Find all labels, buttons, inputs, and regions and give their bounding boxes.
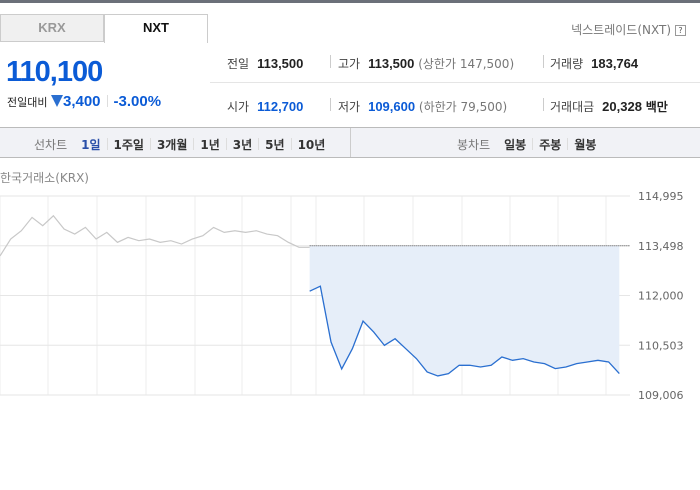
y-tick-label: 113,498 [638, 240, 684, 253]
change-percent: -3.00% [113, 93, 162, 110]
stat-volume: 거래량 183,764 [550, 56, 639, 71]
line-chart-tab-3[interactable]: 1년 [200, 138, 220, 152]
y-tick-label: 109,006 [638, 389, 684, 400]
candle-chart-tabs: 봉차트 일봉 주봉 월봉 [457, 138, 597, 152]
change-label: 전일대비 [7, 96, 48, 109]
change-value: 3,400 [62, 93, 101, 110]
nxt-area-fill [309, 245, 620, 376]
exchange-name: 넥스트레이드(NXT) [571, 23, 671, 37]
candle-chart-tab-1[interactable]: 주봉 [539, 138, 562, 152]
tab-nxt[interactable]: NXT [104, 14, 208, 43]
price-change: 전일대비 3,400 -3.00% [7, 93, 161, 110]
help-icon[interactable]: ? [675, 25, 686, 36]
y-tick-label: 110,503 [638, 339, 684, 352]
line-chart-tab-6[interactable]: 10년 [297, 138, 326, 152]
line-chart-tab-0[interactable]: 1일 [81, 138, 101, 152]
line-chart-tab-5[interactable]: 5년 [265, 138, 285, 152]
chart-tabs: 선차트 1일 1주일 3개월 1년 3년 5년 10년 봉차트 일봉 주봉 월봉 [0, 127, 700, 158]
stats-row-2: 시가 112,700 저가 109,600 (하한가 79,500) 거래대금 20,… [210, 84, 700, 126]
stat-open: 시가 112,700 [227, 99, 304, 114]
stat-prev: 전일 113,500 [227, 56, 304, 71]
stat-low: 저가 109,600 (하한가 79,500) [338, 99, 508, 114]
line-chart-tab-1[interactable]: 1주일 [113, 138, 144, 152]
price-chart: 114,995 113,498 112,000 110,503 109,006 [0, 190, 684, 400]
candle-chart-tab-0[interactable]: 일봉 [504, 138, 527, 152]
stat-amount: 거래대금 20,328 백만 [550, 99, 668, 114]
krx-price-line [0, 214, 310, 257]
stats-row-1: 전일 113,500 고가 113,500 (상한가 147,500) 거래량 183… [210, 41, 700, 83]
y-tick-label: 114,995 [638, 190, 684, 203]
exchange-label: 넥스트레이드(NXT)? [571, 21, 686, 38]
line-chart-tab-4[interactable]: 3년 [232, 138, 253, 152]
y-tick-label: 112,000 [638, 290, 684, 303]
nxt-price-line [309, 285, 620, 377]
line-chart-tabs: 선차트 1일 1주일 3개월 1년 3년 5년 10년 [34, 138, 326, 152]
tab-krx[interactable]: KRX [0, 14, 104, 42]
down-arrow-icon [50, 95, 63, 107]
line-chart-tab-2[interactable]: 3개월 [156, 138, 188, 152]
candle-chart-tab-2[interactable]: 월봉 [574, 138, 597, 152]
chart-source-label: 한국거래소(KRX) [0, 171, 89, 185]
current-price: 110,100 [6, 56, 103, 88]
stat-high: 고가 113,500 (상한가 147,500) [338, 56, 515, 71]
top-bar [0, 0, 700, 3]
